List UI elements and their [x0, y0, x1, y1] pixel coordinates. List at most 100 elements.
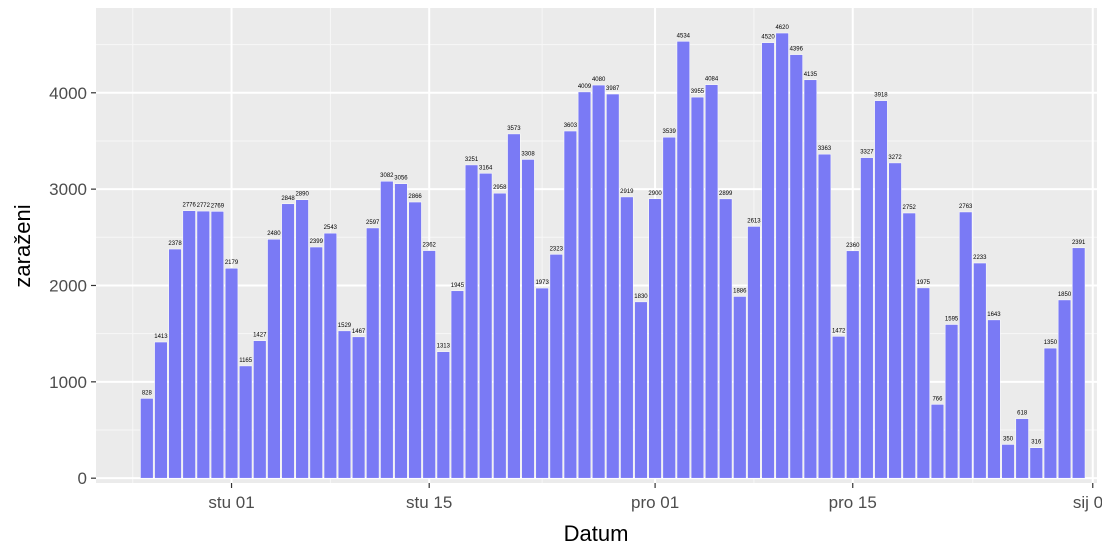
- bar-value-label: 2776: [183, 203, 197, 209]
- x-tick-label: sij 01: [1073, 493, 1102, 512]
- bar-value-label: 3987: [606, 86, 620, 92]
- bar: [352, 336, 366, 479]
- bar-value-label: 3363: [818, 146, 832, 152]
- bar-value-label: 4080: [592, 77, 606, 83]
- bar: [832, 336, 846, 479]
- bar: [464, 164, 479, 479]
- bar-value-label: 1313: [437, 344, 451, 350]
- bar-value-label: 2919: [620, 189, 634, 195]
- bar: [422, 250, 436, 479]
- bar: [648, 198, 662, 479]
- bar: [803, 79, 817, 479]
- bar-value-label: 2890: [295, 192, 309, 198]
- bar-value-label: 1529: [338, 323, 352, 329]
- bar: [168, 248, 182, 479]
- bar: [380, 180, 394, 479]
- bar-value-label: 2360: [846, 243, 860, 249]
- bar-value-label: 2233: [973, 255, 987, 261]
- bar-value-label: 350: [1003, 436, 1014, 442]
- bar-value-label: 4396: [790, 47, 804, 53]
- bar: [309, 246, 323, 479]
- bar-value-label: 2613: [747, 218, 761, 224]
- x-tick-label: stu 01: [208, 493, 254, 512]
- bar: [888, 162, 902, 479]
- bar-value-label: 2362: [423, 243, 437, 249]
- bar-value-label: 3251: [465, 157, 479, 163]
- bar: [620, 196, 634, 479]
- bar: [535, 287, 549, 479]
- bar-value-label: 2752: [903, 205, 917, 211]
- bar-value-label: 2866: [408, 194, 422, 200]
- bar-value-label: 1945: [451, 283, 465, 289]
- bar: [1057, 299, 1072, 479]
- bar-value-label: 3056: [394, 176, 408, 182]
- bar-value-label: 4620: [775, 25, 789, 31]
- bar-value-label: 618: [1017, 411, 1028, 417]
- bar-value-label: 828: [142, 390, 153, 396]
- y-axis: 0 1000 2000 3000 4000: [49, 84, 96, 488]
- bar: [549, 254, 563, 479]
- y-tick-label: 0: [78, 469, 87, 488]
- bar-value-label: 3164: [479, 165, 493, 171]
- bar: [140, 398, 154, 479]
- bar-value-label: 3955: [691, 89, 705, 95]
- bar: [973, 262, 987, 479]
- bar-value-label: 1467: [352, 329, 366, 335]
- x-axis-title: Datum: [564, 521, 629, 546]
- x-tick-label: stu 15: [406, 493, 452, 512]
- bar: [295, 199, 309, 479]
- bar-value-label: 1643: [987, 312, 1001, 318]
- bar: [521, 159, 535, 479]
- bar-value-label: 1850: [1058, 292, 1072, 298]
- bar: [817, 153, 832, 479]
- bar: [182, 210, 196, 479]
- bar-value-label: 4009: [578, 84, 592, 90]
- y-tick-label: 3000: [49, 180, 87, 199]
- bar-value-label: 1472: [832, 328, 846, 334]
- bar: [436, 351, 450, 479]
- y-tick-label: 2000: [49, 276, 87, 295]
- bar: [507, 133, 521, 479]
- bar: [1029, 447, 1043, 479]
- bars: [140, 32, 1086, 479]
- bar: [577, 91, 592, 479]
- bar-value-label: 2378: [168, 241, 182, 247]
- bar: [337, 330, 352, 479]
- bar-value-label: 2763: [959, 204, 973, 210]
- bar-value-label: 3573: [507, 126, 521, 132]
- bar: [592, 84, 606, 479]
- bar-value-label: 2900: [648, 191, 662, 197]
- bar-value-label: 2480: [267, 231, 281, 237]
- bar: [210, 211, 225, 479]
- bar: [733, 296, 747, 479]
- bar: [719, 198, 733, 479]
- bar-value-label: 4520: [761, 35, 775, 41]
- bar: [860, 157, 874, 479]
- bar-value-label: 1830: [634, 294, 648, 300]
- bar-value-label: 2543: [324, 225, 338, 231]
- bar-value-label: 4534: [677, 33, 691, 39]
- bar-value-label: 2899: [719, 191, 733, 197]
- bar: [253, 340, 267, 479]
- bar: [493, 192, 507, 479]
- bar: [761, 42, 775, 479]
- bar-value-label: 2958: [493, 185, 507, 191]
- y-tick-label: 4000: [49, 84, 87, 103]
- bar: [690, 96, 705, 479]
- bar: [662, 136, 676, 479]
- bar: [775, 32, 789, 479]
- bar-value-label: 1595: [945, 317, 959, 323]
- bar: [846, 250, 860, 479]
- x-axis: stu 01 stu 15 pro 01 pro 15 sij 01: [208, 483, 1102, 512]
- bar-value-label: 2597: [366, 220, 380, 226]
- bar: [196, 210, 210, 479]
- bar: [676, 41, 690, 479]
- bar-value-label: 4084: [705, 77, 719, 83]
- bar: [394, 183, 408, 479]
- bar-value-label: 2391: [1072, 240, 1086, 246]
- bar-value-label: 1973: [535, 280, 549, 286]
- bar: [267, 238, 281, 479]
- bar-value-label: 766: [932, 396, 943, 402]
- bar: [704, 84, 719, 479]
- bar: [634, 301, 648, 479]
